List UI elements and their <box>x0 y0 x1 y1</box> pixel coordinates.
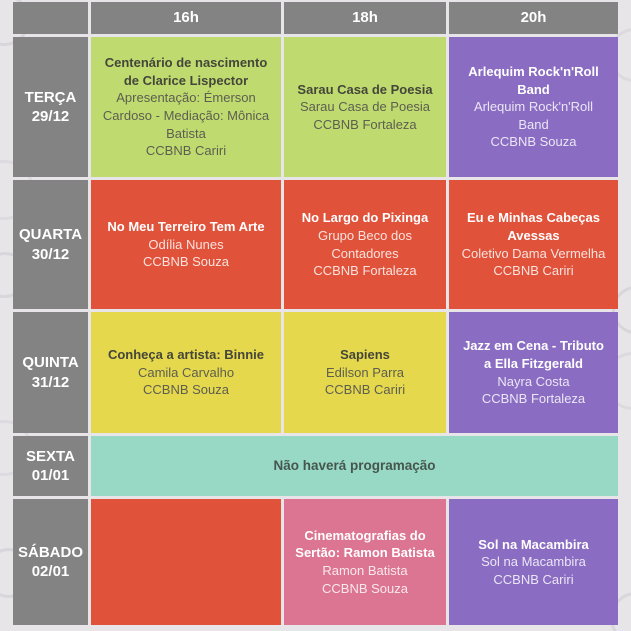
day-name: SEXTA <box>26 447 75 465</box>
day-name: QUINTA <box>22 354 79 371</box>
day-header-quinta: QUINTA 31/12 <box>13 312 88 433</box>
day-name: QUARTA <box>18 226 83 243</box>
day-header-terca: TERÇA 29/12 <box>13 37 88 177</box>
day-header-sabado: SÁBADO 02/01 <box>13 499 88 625</box>
event-detail: Apresentação: Émerson Cardoso - Mediação… <box>102 90 270 141</box>
corner-cell <box>13 2 88 34</box>
day-header-quarta: QUARTA 30/12 <box>13 180 88 309</box>
day-name: TERÇA <box>24 88 77 106</box>
event-title: Jazz em Cena - Tributo a Ella Fitzgerald <box>463 338 604 371</box>
event-detail: Arlequim Rock'n'Roll Band <box>473 99 594 132</box>
event-cell-quarta-18h: No Largo do Pixinga Grupo Beco dos Conta… <box>284 180 446 309</box>
event-title: Sol na Macambira <box>478 536 589 552</box>
day-date: 31/12 <box>31 373 70 391</box>
event-title: Sarau Casa de Poesia <box>297 81 433 97</box>
event-venue: CCBNB Souza <box>322 580 408 596</box>
event-venue: CCBNB Souza <box>143 382 229 398</box>
event-cell-quinta-18h: Sapiens Edilson Parra CCBNB Cariri <box>284 312 446 433</box>
event-cell-terca-16h: Centenário de nascimento de Clarice Lisp… <box>91 37 281 177</box>
event-detail: Ramon Batista <box>322 563 408 578</box>
day-date: 02/01 <box>31 563 70 580</box>
column-header-18h: 18h <box>284 2 446 34</box>
day-date: 01/01 <box>31 467 70 484</box>
event-cell-quinta-16h: Conheça a artista: Binnie Camila Carvalh… <box>91 312 281 433</box>
event-venue: CCBNB Fortaleza <box>313 263 417 279</box>
event-cell-quarta-16h: No Meu Terreiro Tem Arte Odília Nunes CC… <box>91 180 281 309</box>
day-date: 29/12 <box>31 108 70 125</box>
event-venue: CCBNB Cariri <box>493 263 574 279</box>
day-date: 30/12 <box>31 245 70 263</box>
day-header-sexta: SEXTA 01/01 <box>13 436 88 496</box>
event-cell-sabado-16h-empty <box>91 499 281 625</box>
event-cell-quinta-20h: Jazz em Cena - Tributo a Ella Fitzgerald… <box>449 312 618 433</box>
event-venue: CCBNB Cariri <box>145 143 227 159</box>
event-title: Arlequim Rock'n'Roll Band <box>468 64 599 97</box>
event-cell-quarta-20h: Eu e Minhas Cabeças Avessas Coletivo Dam… <box>449 180 618 309</box>
event-venue: CCBNB Fortaleza <box>481 391 586 407</box>
event-title: Cinematografias do Sertão: Ramon Batista <box>295 527 435 561</box>
event-venue: CCBNB Cariri <box>493 571 574 587</box>
event-title: Eu e Minhas Cabeças Avessas <box>467 210 600 243</box>
event-venue: CCBNB Souza <box>143 254 229 270</box>
event-cell-sabado-20h: Sol na Macambira Sol na Macambira CCBNB … <box>449 499 618 625</box>
event-cell-terca-20h: Arlequim Rock'n'Roll Band Arlequim Rock'… <box>449 37 618 177</box>
event-title: No Largo do Pixinga <box>301 210 429 226</box>
no-program-notice: Não haverá programação <box>91 436 618 496</box>
event-venue: CCBNB Fortaleza <box>313 116 417 132</box>
event-title: Sapiens <box>340 347 390 363</box>
column-header-20h: 20h <box>449 2 618 34</box>
event-venue: CCBNB Souza <box>490 134 577 150</box>
event-title: Conheça a artista: Binnie <box>107 347 265 363</box>
event-cell-terca-18h: Sarau Casa de Poesia Sarau Casa de Poesi… <box>284 37 446 177</box>
schedule-grid: 16h 18h 20h TERÇA 29/12 Centenário de na… <box>13 2 618 625</box>
event-venue: CCBNB Cariri <box>324 382 406 398</box>
event-detail: Nayra Costa <box>497 373 570 389</box>
event-detail: Edilson Parra <box>325 364 405 380</box>
event-title: No Meu Terreiro Tem Arte <box>107 219 265 235</box>
event-detail: Odília Nunes <box>148 236 224 252</box>
event-detail: Coletivo Dama Vermelha <box>461 245 606 261</box>
column-header-16h: 16h <box>91 2 281 34</box>
event-cell-sabado-18h: Cinematografias do Sertão: Ramon Batista… <box>284 499 446 625</box>
event-detail: Grupo Beco dos Contadores <box>318 227 412 261</box>
event-detail: Camila Carvalho <box>137 364 235 380</box>
event-detail: Sol na Macambira <box>481 554 586 570</box>
event-title: Centenário de nascimento de Clarice Lisp… <box>104 55 268 88</box>
event-detail: Sarau Casa de Poesia <box>299 99 431 115</box>
day-name: SÁBADO <box>18 543 84 561</box>
